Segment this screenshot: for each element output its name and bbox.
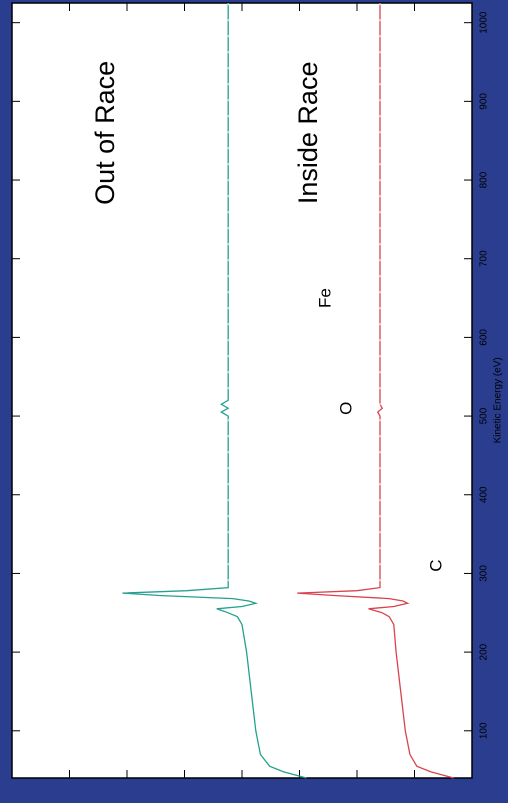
x-tick-label: 200 [479,643,490,660]
label-out-of-race: Out of Race [90,61,120,205]
x-tick-label: 500 [479,407,490,424]
x-tick-label: 600 [479,329,490,346]
x-tick-label: 900 [479,93,490,110]
series-line-out-of-race [297,3,454,779]
label-c: C [426,559,445,571]
x-tick-label: 400 [479,486,490,503]
plot-area [11,2,473,779]
x-axis-title: Kinetic Energy (eV) [493,357,504,443]
x-tick-label: 1000 [479,11,490,34]
x-tick-label: 100 [479,722,490,739]
x-tick-label: 800 [479,171,490,188]
label-o: O [336,402,355,415]
x-tick-label: 700 [479,250,490,267]
x-tick-label: 300 [479,565,490,582]
label-fe: Fe [315,288,334,308]
series-line-inside-race [122,3,307,779]
label-inside-race: Inside Race [293,62,323,205]
